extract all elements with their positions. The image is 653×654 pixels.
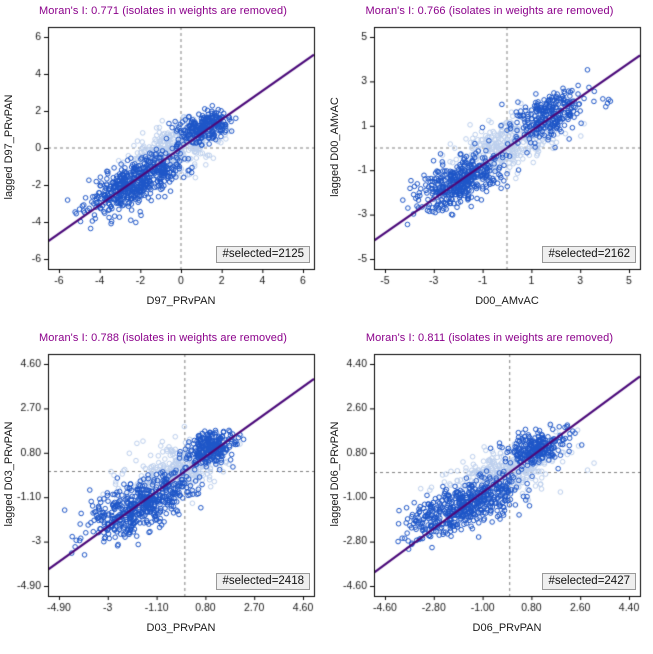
plot-title: Moran's I: 0.788 (isolates in weights ar… (39, 332, 287, 344)
plot-title: Moran's I: 0.811 (isolates in weights ar… (365, 332, 614, 344)
plot-title: Moran's I: 0.771 (isolates in weights ar… (39, 5, 287, 17)
plot-title: Moran's I: 0.766 (isolates in weights ar… (365, 5, 614, 17)
x-axis-label: D03_PRvPAN (146, 622, 216, 634)
x-axis-label: D06_PRvPAN (472, 622, 542, 634)
selected-count-badge: #selected=2427 (542, 573, 636, 590)
x-axis-label: D00_AMvAC (475, 295, 539, 307)
selected-count-badge: #selected=2418 (216, 573, 310, 590)
moran-plot-panel-d06: Moran's I: 0.811 (isolates in weights ar… (326, 327, 653, 654)
selected-count-badge: #selected=2162 (542, 246, 636, 263)
x-axis-label: D97_PRvPAN (146, 295, 216, 307)
moran-plot-panel-d00: Moran's I: 0.766 (isolates in weights ar… (326, 0, 653, 327)
plot-area: lagged D03_PRvPAN #selected=2418 (0, 348, 326, 620)
plot-area: lagged D06_PRvPAN #selected=2427 (326, 348, 652, 620)
plot-area: lagged D97_PRvPAN #selected=2125 (0, 21, 326, 293)
moran-plot-panel-d03: Moran's I: 0.788 (isolates in weights ar… (0, 327, 326, 654)
moran-plot-panel-d97: Moran's I: 0.771 (isolates in weights ar… (0, 0, 326, 327)
plot-area: lagged D00_AMvAC #selected=2162 (326, 21, 652, 293)
selected-count-badge: #selected=2125 (216, 246, 310, 263)
